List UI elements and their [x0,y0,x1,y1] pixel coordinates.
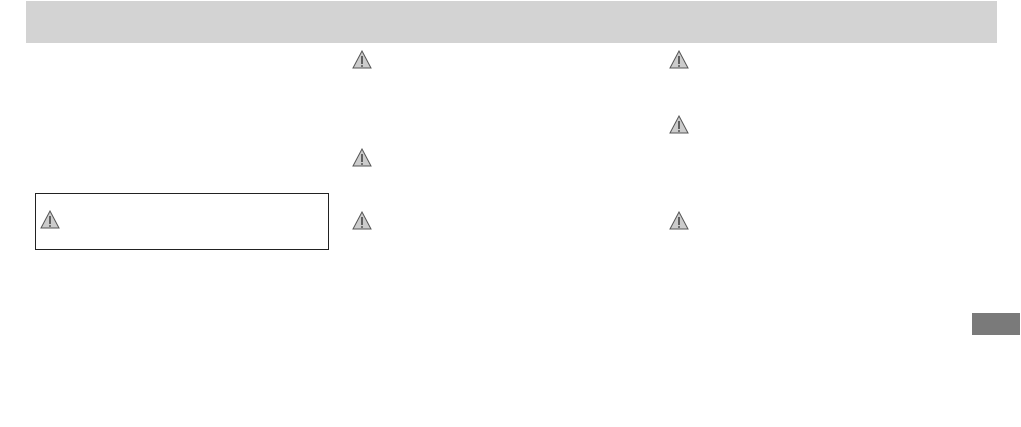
warning-triangle-icon [669,50,689,69]
page-header-band [26,1,997,43]
section-thumb-tab [972,313,1020,335]
warning-triangle-icon [352,50,372,69]
warning-triangle-icon [352,148,372,167]
warning-box [35,193,329,250]
warning-triangle-icon [40,210,60,229]
warning-triangle-icon [352,211,372,230]
warning-triangle-icon [669,211,689,230]
warning-triangle-icon [669,115,689,134]
